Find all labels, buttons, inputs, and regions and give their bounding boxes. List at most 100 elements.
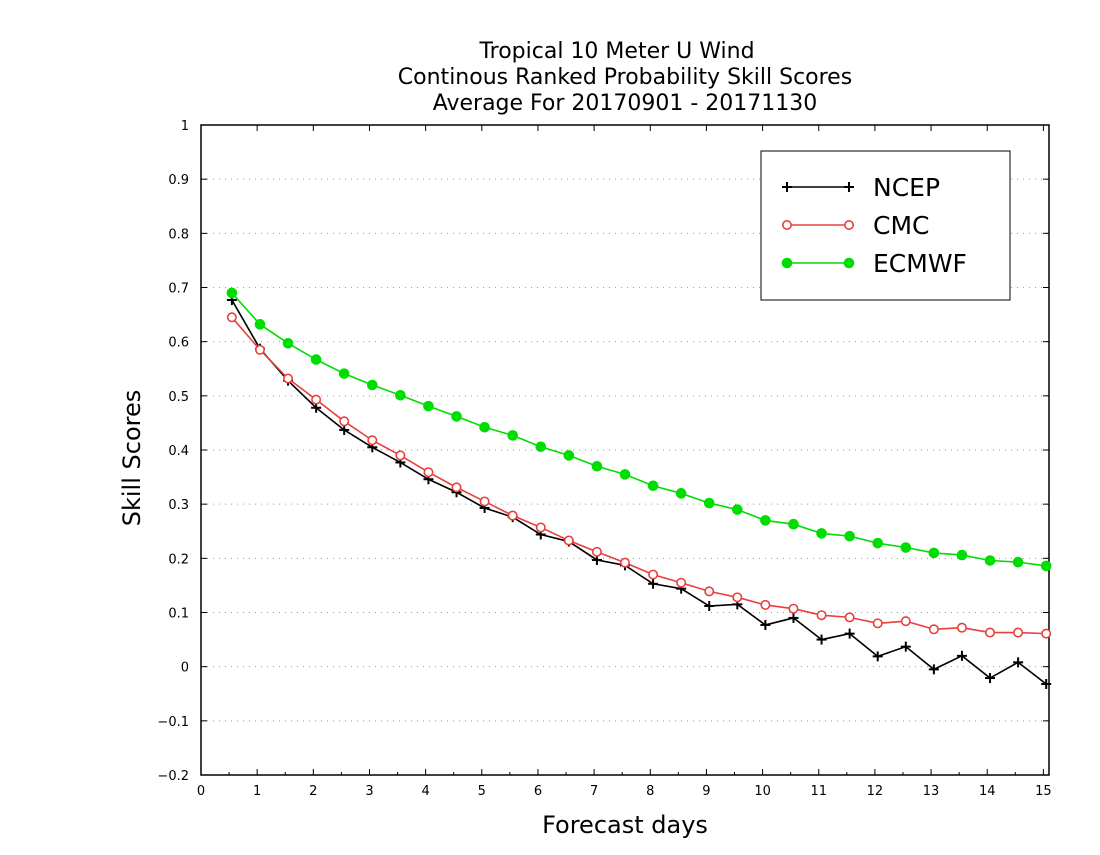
x-tick-label: 3	[365, 784, 373, 799]
data-point-ncep	[704, 601, 715, 611]
chart-title-line-1: Tropical 10 Meter U Wind	[478, 39, 754, 64]
data-point-ecmwf	[451, 411, 462, 422]
data-point-cmc	[844, 612, 855, 623]
data-point-ncep	[788, 612, 799, 623]
legend-marker-ncep	[782, 182, 792, 192]
data-point-ncep	[900, 641, 911, 652]
data-point-ecmwf	[619, 469, 631, 480]
data-point-cmc	[1041, 628, 1052, 639]
data-point-cmc	[507, 510, 518, 521]
data-point-cmc	[479, 496, 490, 507]
x-tick-label: 8	[646, 784, 654, 799]
data-point-cmc	[591, 546, 602, 557]
data-point-ecmwf	[535, 441, 547, 453]
legend: NCEP CMC ECMWF	[760, 150, 1011, 301]
series-line-ecmwf	[231, 292, 1047, 567]
x-tick-label: 11	[810, 784, 827, 799]
data-point-cmc	[648, 569, 659, 580]
data-point-ecmwf	[788, 518, 799, 530]
y-tick-label: 0.9	[168, 173, 189, 188]
y-tick-label: −0.2	[157, 769, 189, 784]
data-point-cmc	[788, 603, 799, 614]
data-point-ecmwf	[816, 528, 827, 539]
series-cmc	[226, 312, 1052, 639]
x-tick-label: 7	[590, 784, 598, 799]
data-point-cmc	[816, 610, 827, 621]
chart-title-line-3: Average For 20170901 - 20171130	[433, 91, 818, 116]
data-point-cmc	[900, 616, 911, 627]
data-point-ncep	[985, 673, 996, 684]
legend-marker-ncep	[844, 182, 854, 192]
data-point-ecmwf	[760, 515, 771, 526]
y-tick-label: 0.7	[168, 282, 189, 297]
data-point-cmc	[563, 535, 574, 546]
data-point-ncep	[1013, 657, 1024, 668]
data-point-cmc	[619, 557, 630, 568]
data-point-cmc	[367, 435, 378, 446]
series-line-ncep	[231, 299, 1047, 685]
data-point-ecmwf	[395, 389, 406, 401]
data-point-ecmwf	[254, 319, 266, 330]
data-point-ecmwf	[703, 497, 715, 509]
legend-marker-cmc	[843, 220, 854, 231]
data-point-cmc	[451, 482, 462, 493]
data-point-ecmwf	[591, 460, 603, 472]
data-point-cmc	[956, 622, 967, 633]
legend-marker-cmc	[781, 220, 792, 231]
y-tick-label: 0.1	[168, 607, 189, 622]
data-point-cmc	[226, 312, 237, 323]
y-tick-label: 0.3	[168, 498, 189, 513]
x-tick-label: 12	[867, 784, 884, 799]
x-tick-label: 4	[421, 784, 429, 799]
legend-marker-ecmwf	[843, 257, 855, 269]
data-point-ecmwf	[1012, 556, 1024, 568]
data-point-cmc	[872, 618, 883, 629]
data-point-ncep	[844, 628, 855, 639]
legend-label-ecmwf: ECMWF	[873, 249, 967, 278]
data-point-cmc	[423, 467, 434, 478]
data-point-ecmwf	[675, 488, 687, 499]
data-point-ecmwf	[479, 421, 490, 433]
data-point-ecmwf	[310, 354, 322, 365]
data-point-ecmwf	[507, 430, 518, 441]
x-tick-label: 1	[253, 784, 261, 799]
y-axis-title: Skill Scores	[118, 390, 146, 527]
data-point-ncep	[1041, 679, 1052, 689]
x-tick-label: 9	[702, 784, 710, 799]
data-point-ncep	[928, 664, 939, 675]
x-tick-label: 6	[534, 784, 542, 799]
data-point-ecmwf	[844, 530, 855, 542]
legend-label-ncep: NCEP	[873, 173, 940, 202]
y-tick-label: 1	[181, 119, 189, 134]
x-tick-label: 5	[478, 784, 486, 799]
data-point-ecmwf	[226, 287, 238, 299]
series-line-cmc	[231, 316, 1047, 635]
y-tick-label: 0.5	[168, 390, 189, 405]
y-tick-label: 0.8	[168, 227, 189, 242]
data-point-ncep	[956, 650, 967, 661]
data-point-ecmwf	[732, 504, 743, 515]
legend-label-cmc: CMC	[873, 211, 929, 240]
data-point-cmc	[254, 344, 265, 355]
data-point-ncep	[648, 578, 659, 589]
x-tick-label: 13	[923, 784, 940, 799]
series-ncep	[226, 294, 1052, 689]
x-axis-title: Forecast days	[542, 811, 708, 839]
data-point-cmc	[985, 627, 996, 638]
plot-frame	[200, 124, 1050, 776]
data-point-cmc	[1013, 627, 1024, 638]
x-tick-label: 15	[1035, 784, 1052, 799]
data-point-cmc	[535, 522, 546, 533]
y-tick-label: 0.2	[168, 552, 189, 567]
data-point-ecmwf	[872, 537, 884, 549]
data-point-ncep	[816, 634, 827, 645]
chart-title-line-2: Continous Ranked Probability Skill Score…	[398, 65, 852, 90]
x-tick-label: 10	[754, 784, 771, 799]
data-point-cmc	[760, 599, 771, 610]
data-point-ncep	[339, 424, 350, 435]
data-point-ecmwf	[282, 337, 294, 349]
y-tick-label: 0	[181, 661, 189, 676]
data-point-ecmwf	[563, 450, 575, 461]
data-point-ecmwf	[1040, 560, 1052, 572]
